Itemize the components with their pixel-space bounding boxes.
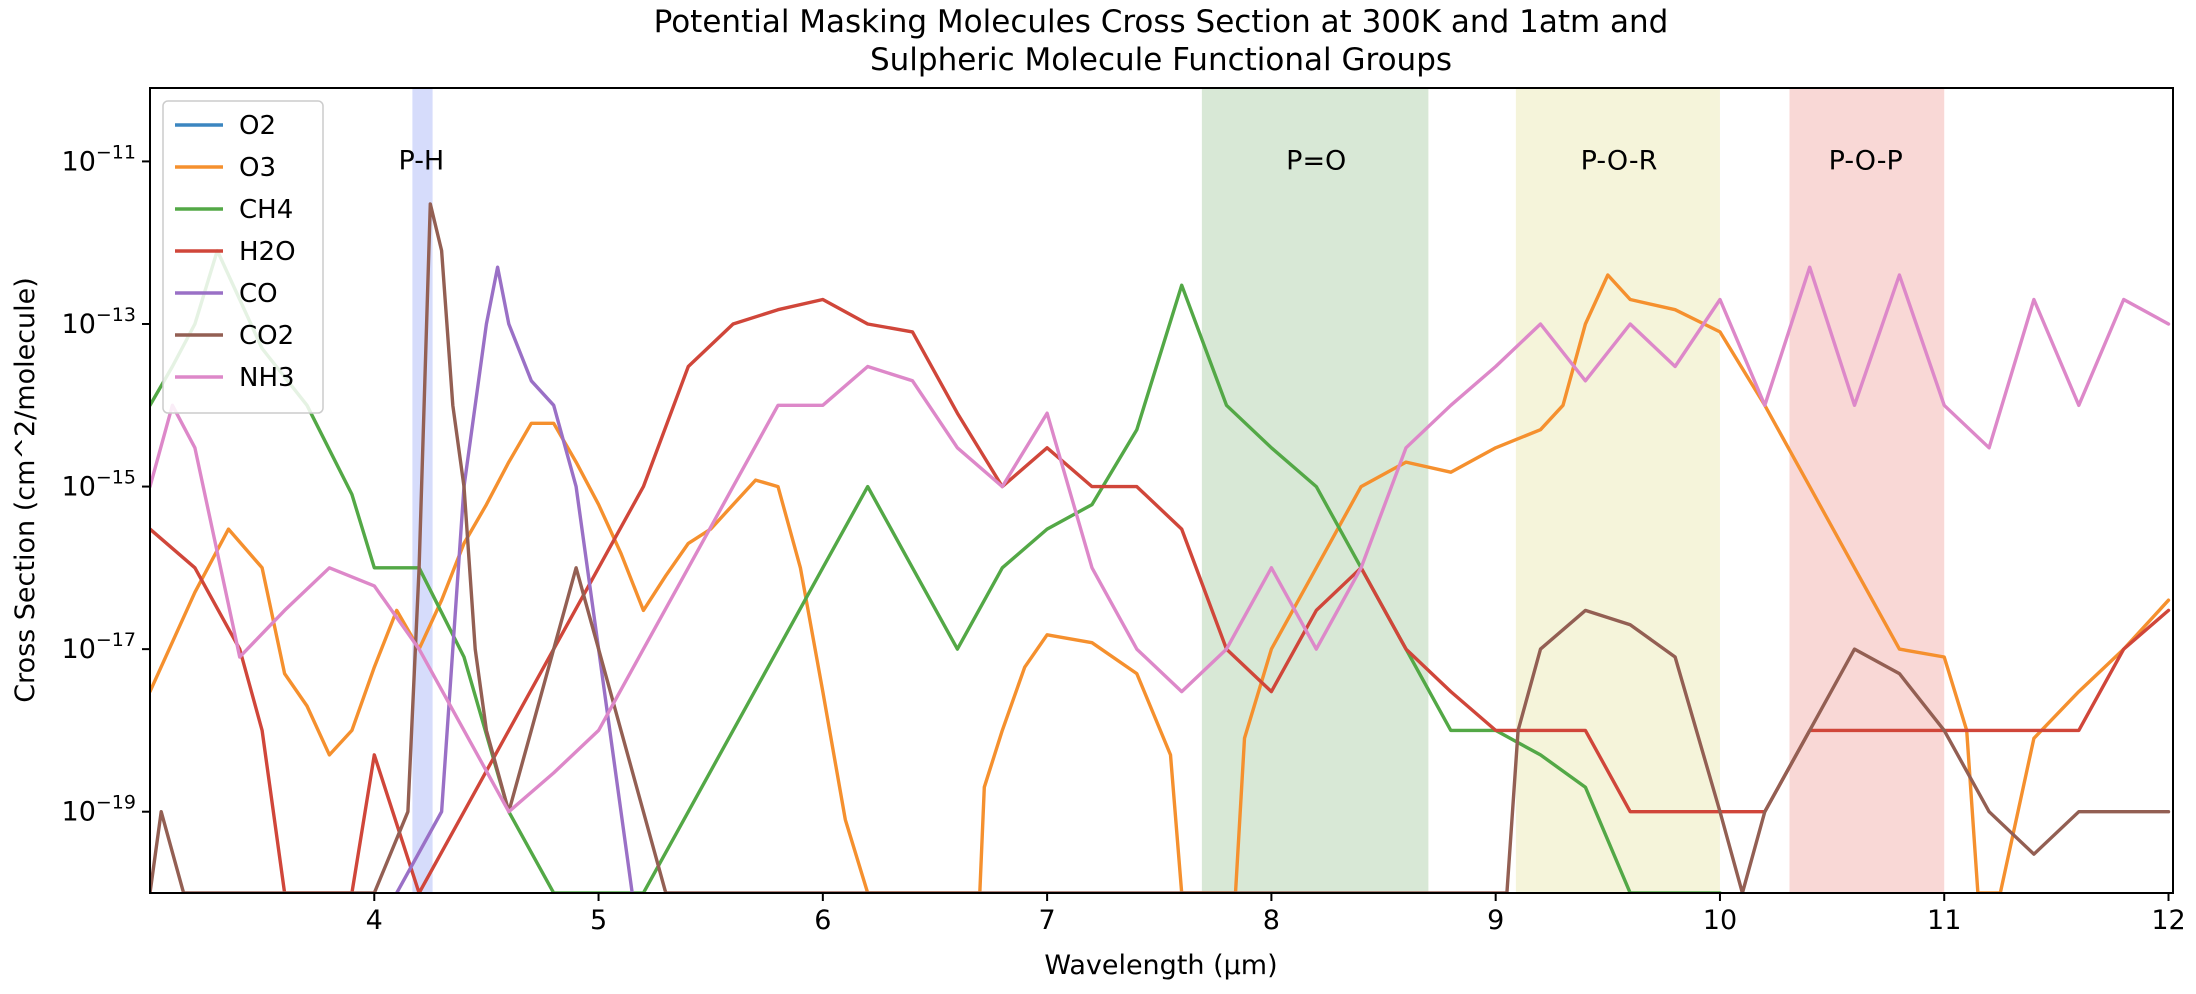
band-p-o-p: [1789, 88, 1945, 893]
y-tick-label: 10−13: [62, 304, 136, 340]
y-tick-label: 10−19: [62, 792, 136, 828]
x-tick-label: 10: [1703, 905, 1737, 936]
x-tick-label: 6: [814, 905, 831, 936]
series-line-nh3: [150, 265, 2171, 814]
x-tick-label: 12: [2151, 905, 2185, 936]
band-label-p-o-p: P-O-P: [1829, 145, 1903, 176]
legend-label-co: CO: [239, 279, 278, 309]
y-axis-label: Cross Section (cm^2/molecule): [10, 277, 41, 703]
legend-label-ch4: CH4: [239, 195, 293, 225]
legend-label-co2: CO2: [239, 321, 294, 351]
series-line-co: [395, 265, 634, 893]
y-tick-label: 10−17: [62, 629, 136, 665]
y-tick-base: 10: [62, 146, 96, 177]
legend-label-nh3: NH3: [239, 363, 295, 393]
y-tick-base: 10: [62, 797, 96, 828]
x-tick-label: 11: [1927, 905, 1961, 936]
band-label-p-o: P=O: [1286, 145, 1346, 176]
legend-label-o2: O2: [239, 111, 276, 141]
series-line-ch4: [150, 248, 1722, 893]
x-axis-label: Wavelength (μm): [1044, 950, 1277, 981]
functional-group-bands: [412, 88, 1945, 893]
band-label-p-h: P-H: [399, 145, 445, 176]
y-tick-label: 10−11: [62, 141, 136, 177]
y-tick-exponent: −19: [96, 792, 136, 814]
chart-title-line-1: Potential Masking Molecules Cross Sectio…: [654, 4, 1669, 40]
y-tick-exponent: −13: [96, 304, 136, 326]
y-tick-base: 10: [62, 309, 96, 340]
y-tick-base: 10: [62, 472, 96, 503]
band-labels: P-H P=O P-O-R P-O-P: [399, 145, 1903, 176]
y-tick-label: 10−15: [62, 467, 136, 503]
y-tick-base: 10: [62, 634, 96, 665]
x-tick-label: 8: [1263, 905, 1280, 936]
chart-title-line-2: Sulpheric Molecule Functional Groups: [870, 42, 1452, 78]
band-p-o: [1201, 88, 1429, 893]
series-line-h2o: [150, 297, 2171, 893]
y-tick-exponent: −17: [96, 629, 136, 651]
x-tick-label: 4: [366, 905, 383, 936]
series-line-co2: [150, 202, 2171, 893]
x-tick-label: 5: [590, 905, 607, 936]
y-tick-exponent: −15: [96, 467, 136, 489]
x-tick-label: 9: [1487, 905, 1504, 936]
legend: O2 O3 CH4 H2O CO CO2 NH3: [162, 100, 324, 414]
legend-label-h2o: H2O: [239, 237, 296, 267]
x-tick-label: 7: [1039, 905, 1056, 936]
band-p-o-r: [1515, 88, 1720, 893]
legend-label-o3: O3: [239, 153, 276, 183]
plot-frame: [149, 87, 2174, 894]
band-label-p-o-r: P-O-R: [1581, 145, 1658, 176]
y-tick-exponent: −11: [96, 141, 136, 163]
